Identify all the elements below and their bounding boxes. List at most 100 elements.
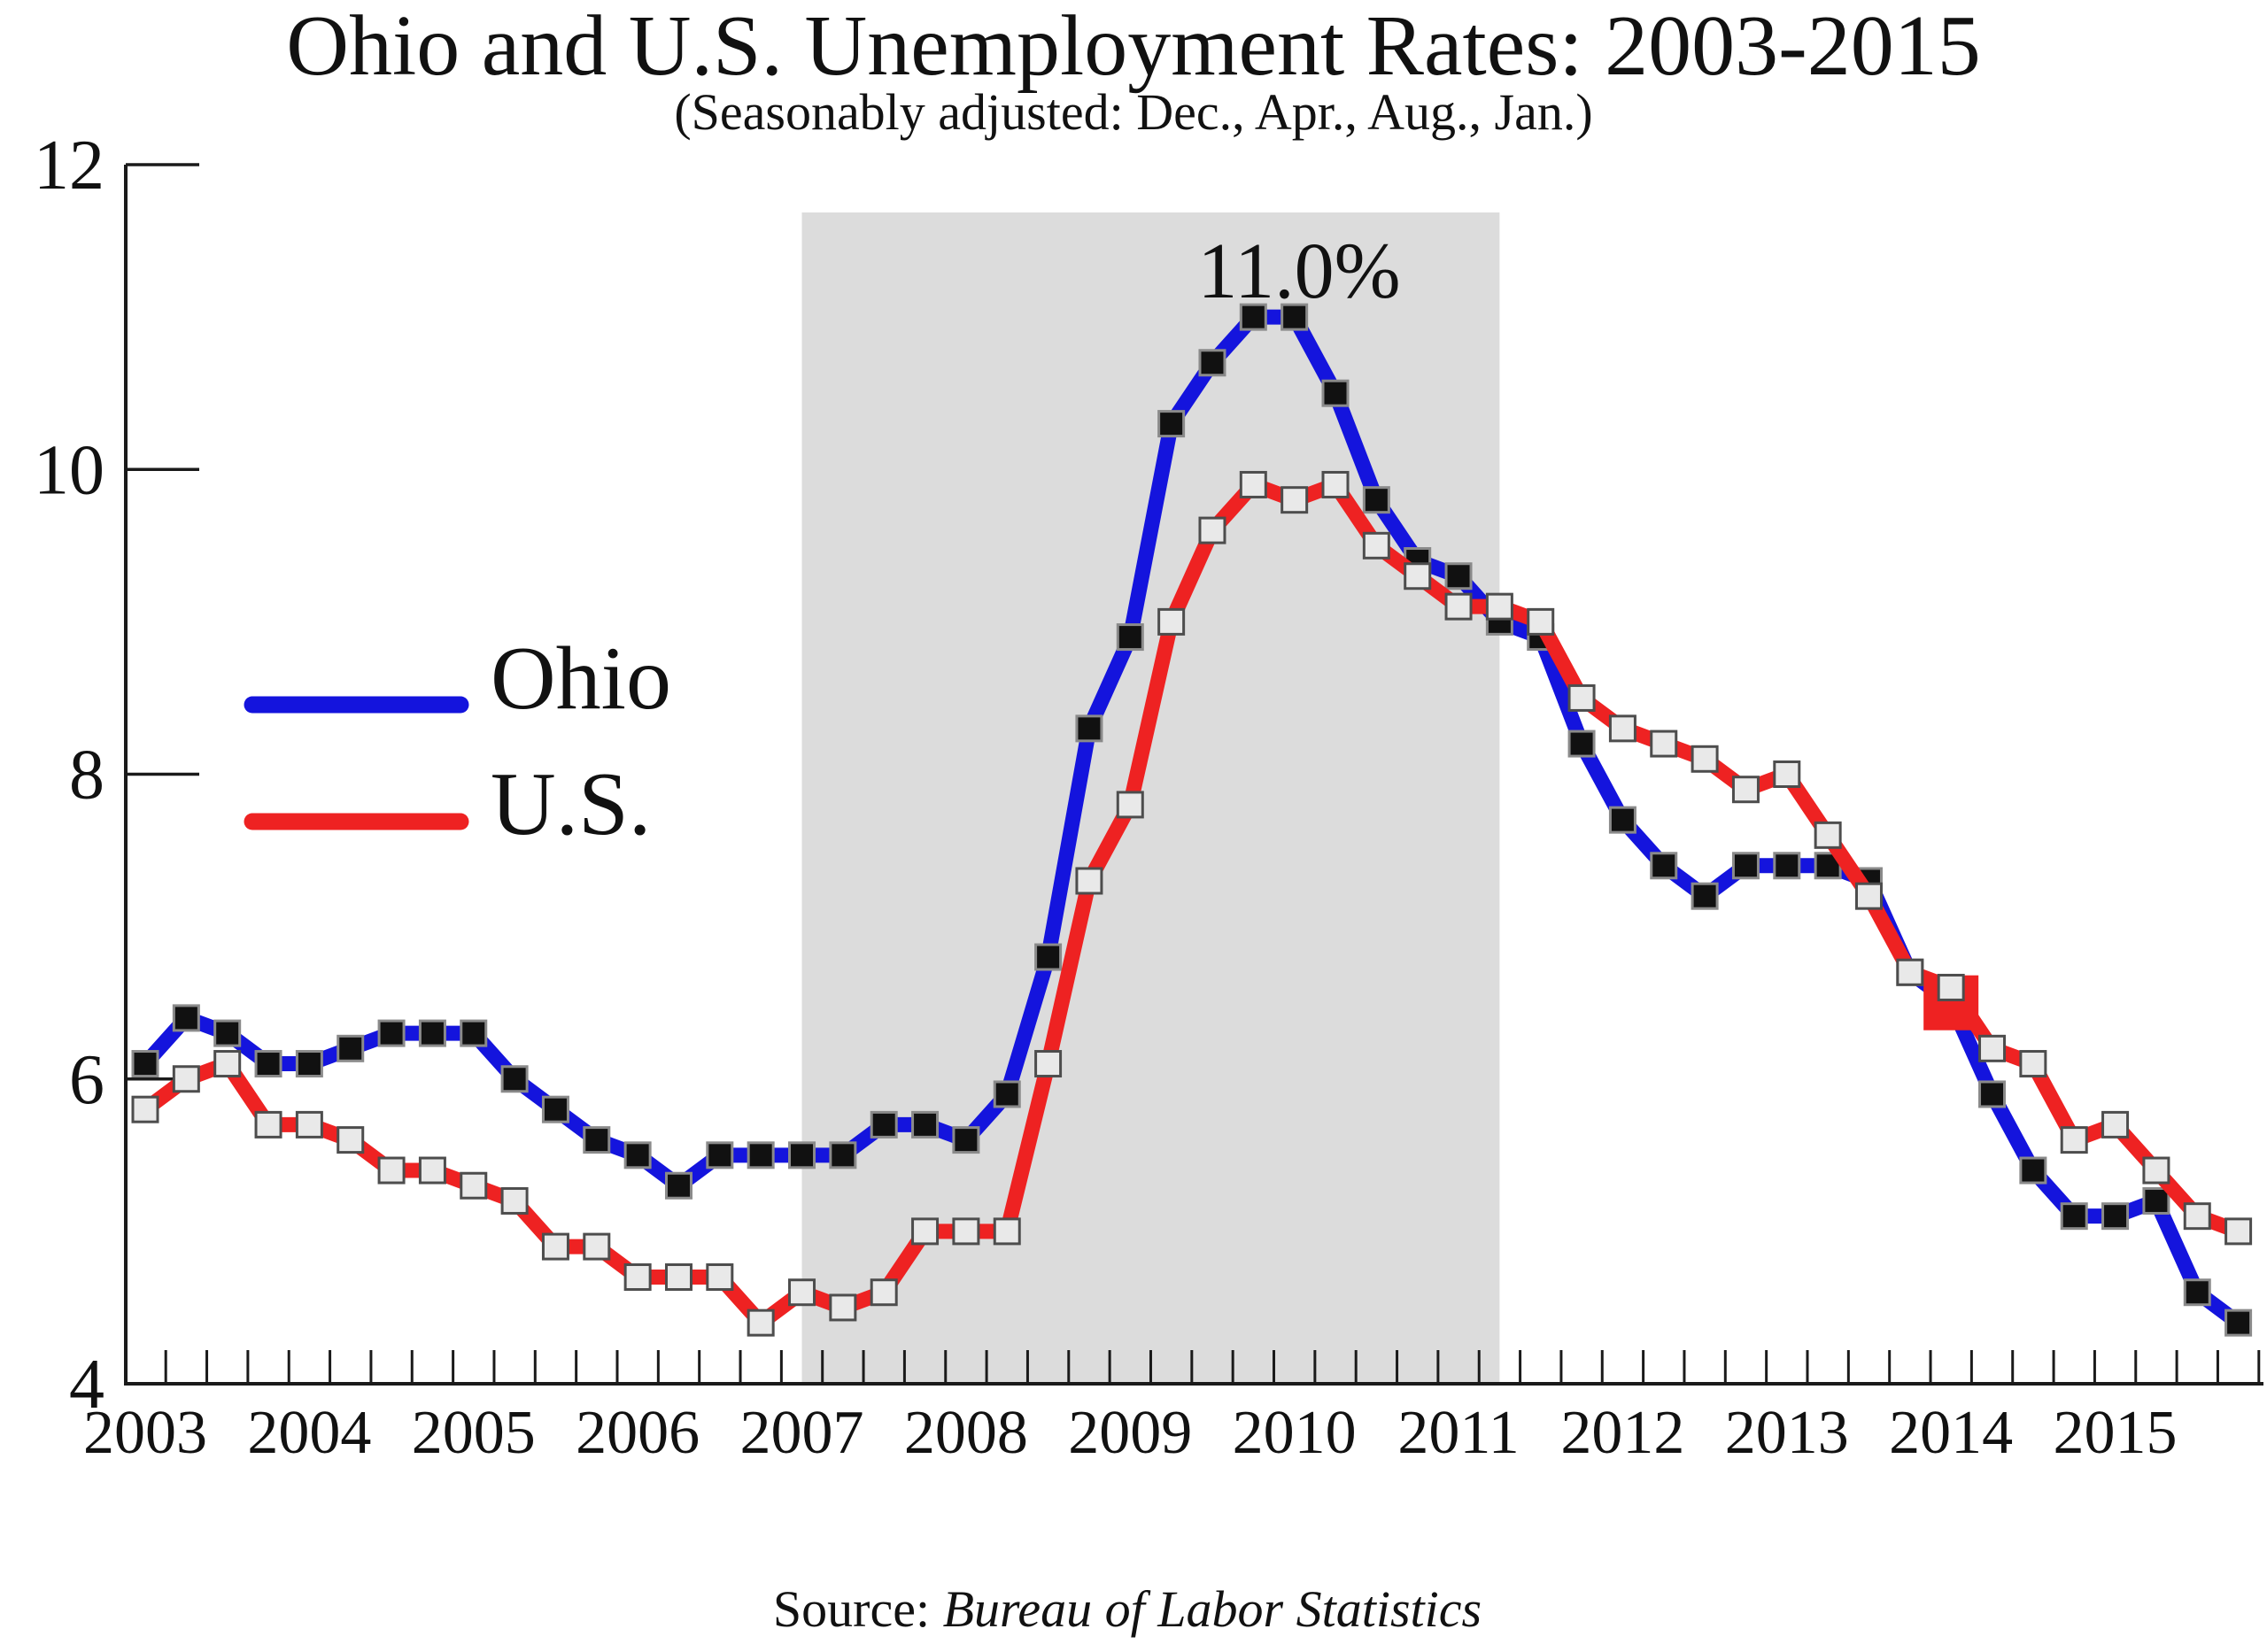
us-marker (747, 1308, 775, 1337)
us-marker (829, 1293, 857, 1322)
ohio-marker (172, 1004, 200, 1032)
us-marker (1527, 607, 1555, 636)
ohio-marker (2224, 1308, 2253, 1337)
ohio-marker (706, 1141, 734, 1170)
ohio-marker (583, 1126, 611, 1154)
us-marker (1978, 1034, 2007, 1062)
legend-label-us: U.S. (491, 754, 652, 854)
us-marker (1075, 867, 1103, 895)
x-year-label: 2008 (904, 1399, 1028, 1467)
recession-band (801, 212, 1500, 1384)
us-marker (131, 1095, 159, 1123)
us-marker (2019, 1050, 2047, 1078)
ohio-marker (131, 1050, 159, 1078)
us-marker (541, 1232, 569, 1261)
us-marker (1731, 776, 1760, 804)
us-marker (2060, 1126, 2088, 1154)
us-marker (1773, 760, 1801, 788)
ohio-marker (1116, 623, 1144, 652)
x-year-label: 2007 (740, 1399, 864, 1467)
us-marker (2101, 1110, 2130, 1139)
ohio-marker (1731, 852, 1760, 880)
ohio-marker (1362, 486, 1390, 514)
us-marker (952, 1217, 980, 1246)
x-year-label: 2014 (1889, 1399, 2013, 1467)
ohio-marker (460, 1019, 488, 1047)
us-marker (623, 1263, 652, 1292)
ohio-marker (1608, 806, 1636, 834)
ohio-marker (418, 1019, 446, 1047)
us-marker (664, 1263, 692, 1292)
source-name: Bureau of Labor Statistics (942, 1580, 1482, 1638)
y-tick-label: 10 (34, 431, 104, 509)
ohio-marker (1157, 410, 1186, 438)
ohio-marker (829, 1141, 857, 1170)
us-marker (706, 1263, 734, 1292)
x-year-label: 2004 (247, 1399, 371, 1467)
us-marker (1157, 607, 1186, 636)
x-year-label: 2011 (1397, 1399, 1519, 1467)
us-marker (295, 1110, 323, 1139)
ohio-marker (1444, 562, 1473, 591)
y-tick-label: 12 (34, 127, 104, 205)
us-marker (500, 1186, 529, 1215)
ohio-marker (870, 1110, 898, 1139)
ohio-marker (747, 1141, 775, 1170)
us-marker (1485, 592, 1513, 621)
source-note: Source: Bureau of Labor Statistics (0, 1580, 2255, 1639)
ohio-marker (2060, 1202, 2088, 1231)
ohio-marker (337, 1034, 365, 1062)
us-marker (1650, 730, 1678, 758)
us-marker (2224, 1217, 2253, 1246)
ohio-marker (664, 1171, 692, 1200)
ohio-marker (952, 1126, 980, 1154)
ohio-marker (254, 1050, 282, 1078)
us-marker (583, 1232, 611, 1261)
us-marker (1362, 531, 1390, 560)
ohio-marker (623, 1141, 652, 1170)
source-prefix: Source: (772, 1580, 931, 1638)
ohio-marker (213, 1019, 242, 1047)
ohio-marker (541, 1095, 569, 1123)
us-marker (1116, 791, 1144, 819)
us-marker (337, 1126, 365, 1154)
us-marker (993, 1217, 1021, 1246)
us-marker (1814, 821, 1842, 849)
ohio-marker (1650, 852, 1678, 880)
us-marker (418, 1156, 446, 1185)
ohio-marker (2142, 1186, 2170, 1215)
us-marker (1608, 714, 1636, 743)
us-marker (1444, 592, 1473, 621)
us-marker (213, 1050, 242, 1078)
y-tick-label: 4 (69, 1346, 104, 1424)
us-marker (2142, 1156, 2170, 1185)
ohio-marker (1567, 730, 1596, 758)
us-marker (1567, 683, 1596, 712)
us-marker (377, 1156, 406, 1185)
ohio-marker (1321, 379, 1350, 407)
ohio-marker (295, 1050, 323, 1078)
ohio-marker (1978, 1080, 2007, 1108)
ohio-marker (993, 1080, 1021, 1108)
chart-title: Ohio and U.S. Unemployment Rates: 2003-2… (286, 0, 1981, 94)
us-marker (460, 1171, 488, 1200)
ohio-marker (1239, 303, 1267, 331)
chart-subtitle: (Seasonably adjusted: Dec., Apr., Aug., … (674, 83, 1593, 141)
x-year-label: 2009 (1068, 1399, 1192, 1467)
ohio-marker (2101, 1202, 2130, 1231)
us-marker (1937, 973, 1965, 1001)
us-marker (1691, 745, 1719, 773)
ohio-marker (377, 1019, 406, 1047)
ohio-marker (2019, 1156, 2047, 1185)
us-marker (1854, 882, 1883, 910)
ohio-marker (1034, 943, 1063, 971)
ohio-marker (1075, 714, 1103, 743)
us-marker (870, 1278, 898, 1307)
legend-label-ohio: Ohio (491, 629, 671, 729)
ohio-marker (1691, 882, 1719, 910)
us-marker (1239, 470, 1267, 498)
peak-annotation: 11.0% (1197, 228, 1401, 315)
us-marker (1321, 470, 1350, 498)
ohio-marker (1198, 349, 1226, 377)
x-year-label: 2003 (83, 1399, 207, 1467)
